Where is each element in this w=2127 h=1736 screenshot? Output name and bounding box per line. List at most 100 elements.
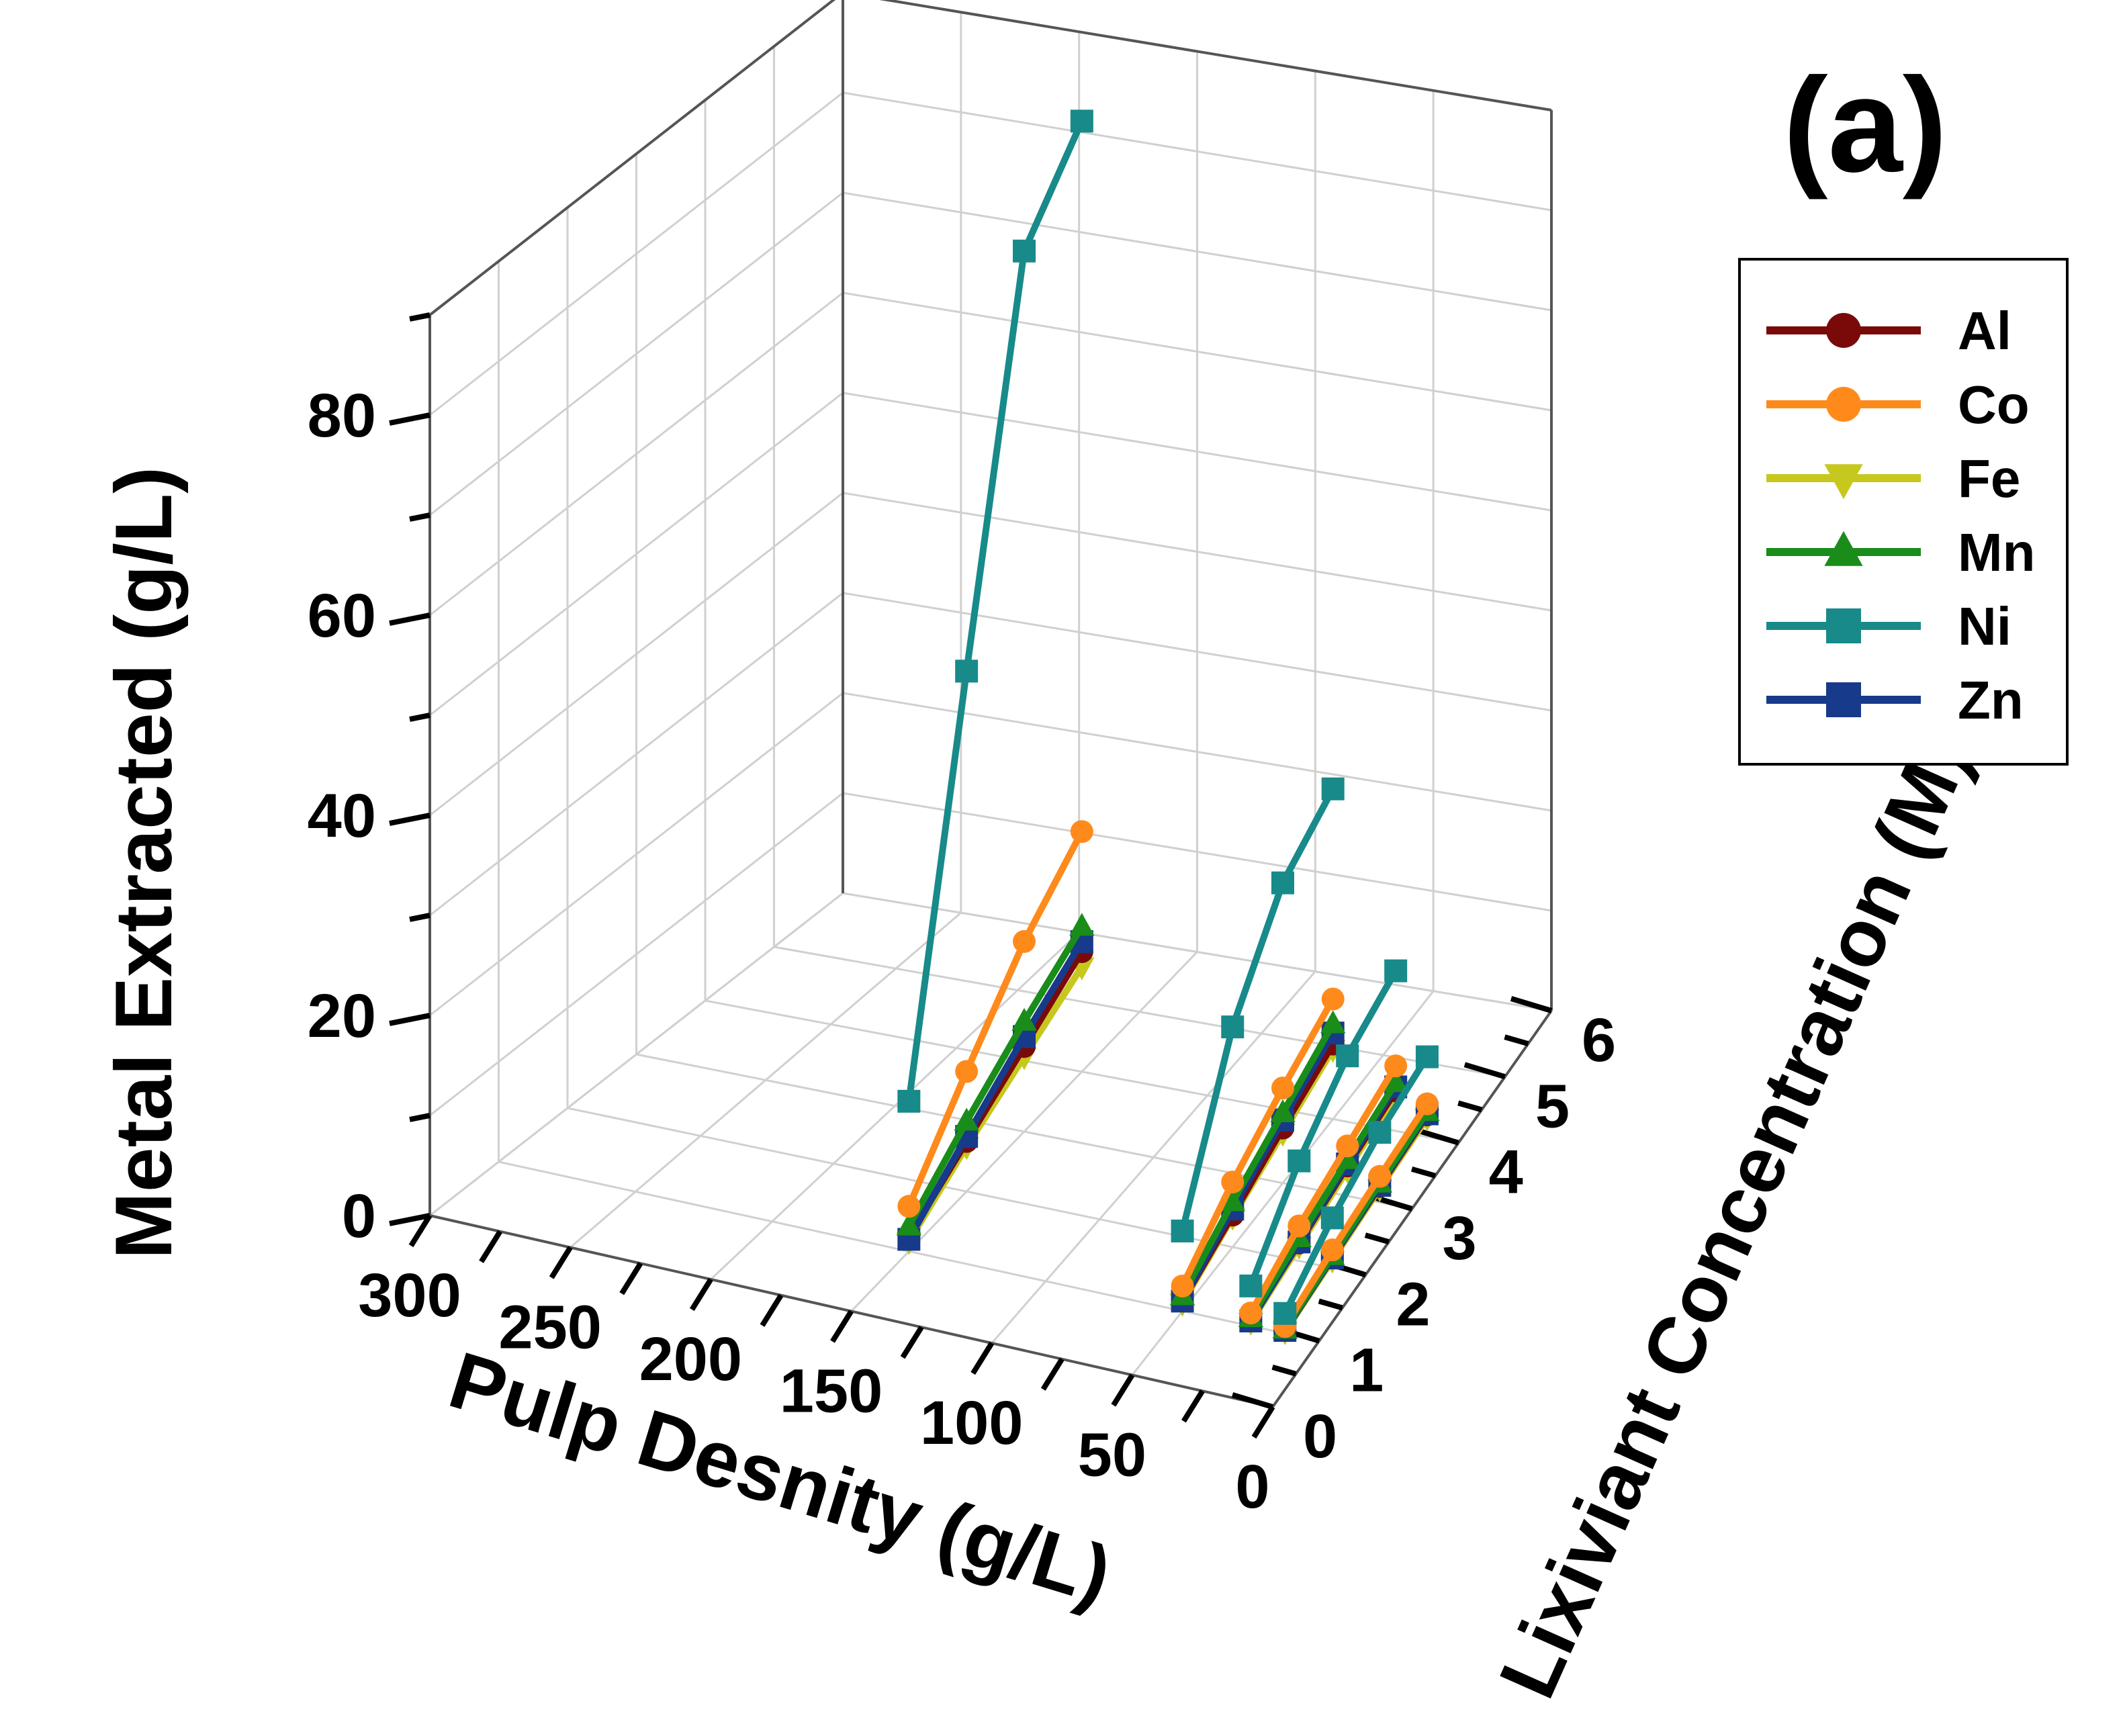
z-axis-title: Metal Extracted (g/L) <box>99 467 189 1259</box>
y-tick <box>1364 1232 1390 1245</box>
x-tick-label: 0 <box>1235 1453 1269 1521</box>
x-tick-label: 50 <box>1078 1421 1146 1490</box>
data-point-ni <box>955 659 979 683</box>
y-tick-label: 0 <box>1303 1402 1337 1471</box>
x-tick-label: 200 <box>639 1325 743 1394</box>
data-point-ni <box>897 1089 921 1113</box>
x-tick-label: 100 <box>920 1389 1024 1457</box>
data-point-co <box>1221 1171 1244 1194</box>
data-point-ni <box>1273 1301 1297 1325</box>
z-tick <box>409 713 431 722</box>
data-point-mn <box>1220 1188 1245 1212</box>
legend-marker-co <box>1826 387 1861 422</box>
series-line-zn <box>905 940 1085 1241</box>
y-tick <box>1410 1166 1437 1179</box>
data-point-co <box>1384 1054 1408 1078</box>
z-tick <box>409 312 431 322</box>
series-line-ni <box>905 120 1085 1102</box>
z-tick-label: 80 <box>308 381 376 450</box>
data-point-co <box>1239 1301 1263 1325</box>
data-point-ni <box>1271 871 1294 895</box>
frame-top-back <box>428 0 836 316</box>
z-tick <box>409 913 431 922</box>
legend-marker-ni <box>1826 608 1861 643</box>
x-tick-label: 250 <box>498 1293 602 1362</box>
data-point-co <box>955 1060 979 1083</box>
data-point-co <box>1287 1214 1311 1238</box>
z-tick <box>389 612 431 626</box>
grid-line-floor-pd <box>429 892 844 1217</box>
z-tick <box>389 1213 431 1226</box>
data-point-co <box>897 1195 921 1218</box>
z-tick <box>389 813 431 826</box>
y-tick-label: 2 <box>1396 1270 1430 1338</box>
data-point-ni <box>1415 1045 1439 1068</box>
data-point-ni <box>1287 1149 1311 1173</box>
y-tick <box>1457 1100 1483 1113</box>
series-line-co <box>1179 997 1337 1288</box>
legend-label-zn: Zn <box>1958 670 2024 730</box>
grid-line-floor-pd <box>710 931 1080 1281</box>
series-line-co <box>905 829 1085 1208</box>
legend-marker-al <box>1826 313 1861 348</box>
y-tick-label: 4 <box>1489 1138 1523 1207</box>
data-point-ni <box>1336 1044 1359 1068</box>
x-tick <box>830 1310 854 1343</box>
z-tick <box>389 1013 431 1026</box>
data-point-ni <box>1384 959 1408 983</box>
data-point-ni <box>1221 1015 1244 1039</box>
z-tick <box>409 512 431 522</box>
data-point-ni <box>1368 1121 1392 1144</box>
z-tick-label: 60 <box>308 582 376 650</box>
legend-marker-zn <box>1826 682 1861 717</box>
data-point-co <box>1171 1274 1194 1297</box>
grid-line-floor-pd <box>991 970 1316 1344</box>
data-point-co <box>1013 929 1036 953</box>
x-tick <box>549 1246 573 1279</box>
y-tick <box>1318 1298 1343 1311</box>
data-point-co <box>1070 820 1093 843</box>
y-tick <box>1271 1364 1297 1377</box>
x-tick <box>689 1277 713 1312</box>
y-tick-label: 1 <box>1349 1336 1384 1405</box>
data-point-ni <box>1320 1206 1344 1230</box>
series-line-co <box>1282 1101 1431 1328</box>
x-tick <box>1251 1405 1275 1439</box>
panel-label: (a) <box>1783 50 1947 200</box>
legend-label-al: Al <box>1958 301 2011 361</box>
y-tick <box>1510 996 1553 1013</box>
data-point-mn <box>1383 1069 1408 1093</box>
legend-label-ni: Ni <box>1958 596 2011 656</box>
data-point-co <box>1320 1238 1344 1262</box>
data-point-mn <box>1320 1010 1346 1034</box>
data-point-co <box>1336 1134 1359 1158</box>
z-tick-label: 0 <box>342 1182 376 1250</box>
x-tick <box>1040 1357 1065 1391</box>
z-tick <box>389 412 431 426</box>
data-point-co <box>1271 1077 1294 1100</box>
series-line-ni <box>1179 787 1337 1232</box>
data-point-mn <box>1270 1099 1296 1122</box>
data-point-co <box>1415 1092 1439 1115</box>
y-tick-label: 6 <box>1582 1006 1616 1075</box>
x-tick <box>900 1326 924 1359</box>
data-point-ni <box>1321 777 1345 801</box>
legend: Al Co Fe Mn Ni Zn <box>1738 258 2069 766</box>
legend-label-co: Co <box>1958 375 2030 435</box>
data-point-mn <box>1011 1007 1037 1031</box>
series-line-ni <box>1281 1054 1431 1315</box>
y-tick <box>1231 1392 1274 1410</box>
data-point-ni <box>1013 239 1036 263</box>
series-line-ni <box>1247 969 1399 1287</box>
y-tick-label: 3 <box>1443 1204 1477 1273</box>
data-point-mn <box>1069 913 1095 936</box>
y-tick <box>1417 1128 1459 1146</box>
x-tick <box>479 1230 502 1263</box>
series-line-mn <box>1179 1022 1337 1298</box>
x-tick <box>1111 1373 1135 1407</box>
data-point-co <box>1368 1164 1392 1188</box>
grid-line-floor-pd <box>850 951 1198 1312</box>
z-tick-label: 40 <box>308 782 376 850</box>
